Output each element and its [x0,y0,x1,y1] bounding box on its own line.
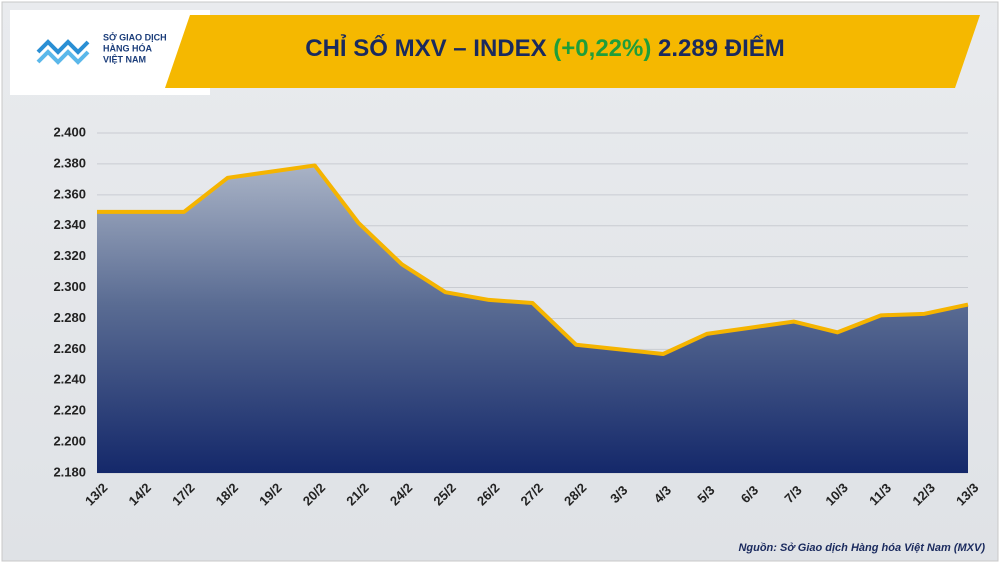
source-note: Nguồn: Sở Giao dịch Hàng hóa Việt Nam (M… [738,542,985,554]
logo-text: VIỆT NAM [103,53,146,64]
logo-text: HÀNG HÓA [103,42,152,53]
y-tick-label: 2.200 [53,434,86,449]
y-tick-label: 2.320 [53,248,86,263]
y-tick-label: 2.380 [53,155,86,170]
y-tick-label: 2.360 [53,186,86,201]
y-tick-label: 2.220 [53,403,86,418]
area-fill [97,165,968,474]
logo-mark [36,39,90,65]
chart-title: CHỈ SỐ MXV – INDEX (+0,22%) 2.289 ĐIỂM [305,33,785,62]
title-banner [165,15,980,88]
y-tick-label: 2.260 [53,341,86,356]
y-tick-label: 2.340 [53,217,86,232]
title-value: 2.289 ĐIỂM [658,34,785,62]
logo-text: SỞ GIAO DỊCH [103,31,167,42]
title-main: CHỈ SỐ MXV – INDEX [305,33,546,62]
title-change: (+0,22%) [553,35,651,62]
y-tick-label: 2.280 [53,310,86,325]
y-tick-label: 2.240 [53,372,86,387]
y-tick-label: 2.300 [53,279,86,294]
y-tick-label: 2.180 [53,464,86,479]
y-tick-label: 2.400 [53,124,86,139]
line [97,163,969,356]
